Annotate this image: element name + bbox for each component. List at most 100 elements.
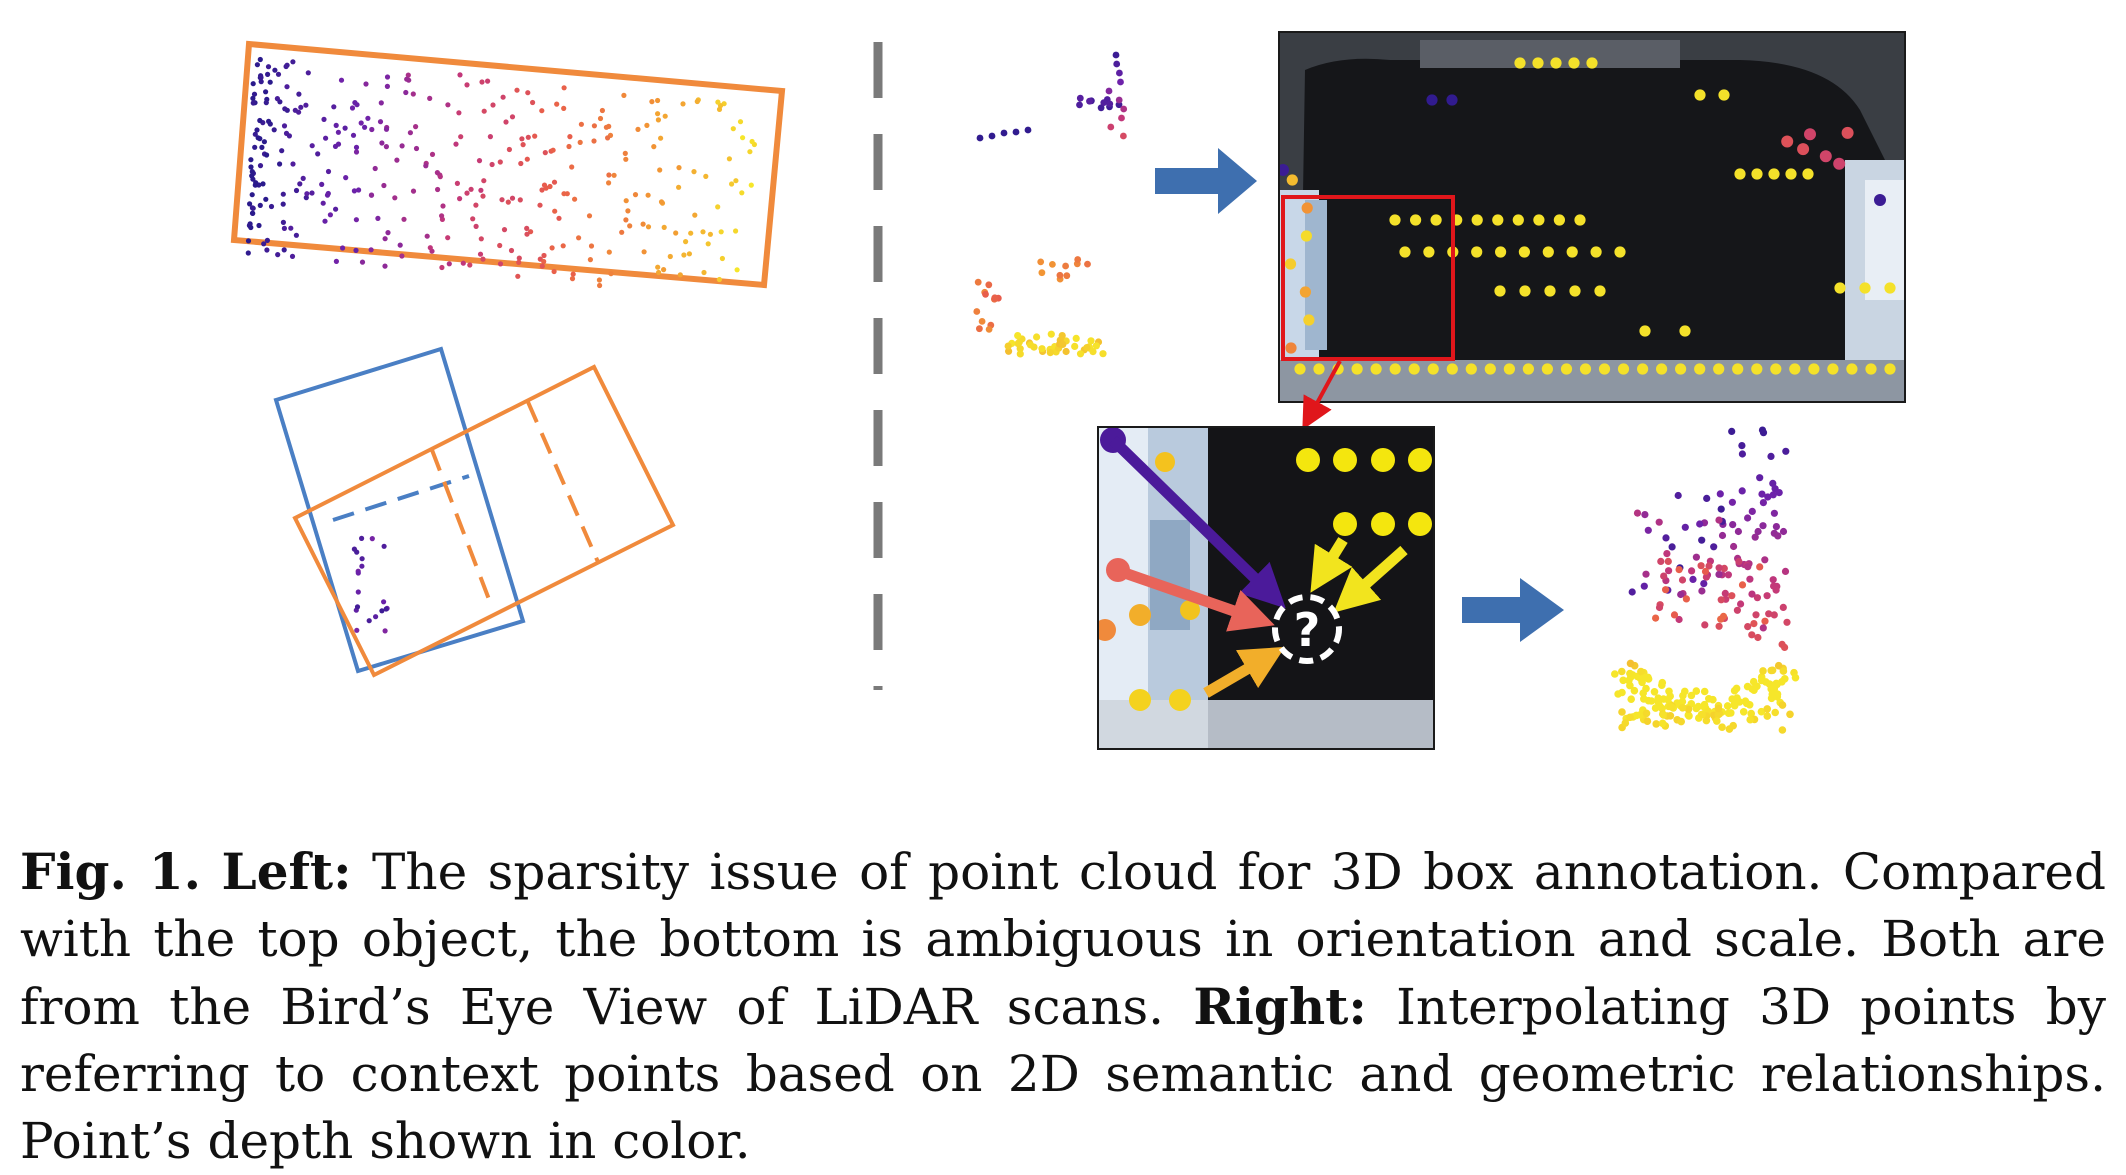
point	[359, 535, 365, 542]
point	[352, 100, 358, 106]
point	[1773, 693, 1782, 701]
point	[1120, 132, 1127, 140]
point	[681, 252, 687, 258]
point	[264, 237, 270, 243]
point	[1756, 474, 1764, 482]
point	[1086, 97, 1093, 105]
point	[1299, 286, 1311, 298]
point	[1692, 553, 1700, 561]
point	[281, 123, 288, 129]
point	[1408, 363, 1420, 375]
point	[1668, 543, 1676, 551]
point	[578, 121, 585, 127]
point	[1046, 349, 1054, 357]
point	[576, 235, 582, 241]
point	[516, 255, 522, 261]
point	[1750, 620, 1758, 628]
point	[368, 192, 375, 198]
point	[1728, 427, 1736, 435]
point	[369, 126, 375, 133]
point	[259, 144, 265, 150]
point	[541, 258, 547, 265]
point	[691, 169, 697, 175]
point	[1642, 709, 1651, 718]
point	[1741, 697, 1750, 705]
point	[525, 134, 531, 140]
point	[658, 199, 665, 205]
point	[497, 242, 503, 249]
point	[564, 191, 570, 197]
point	[440, 203, 446, 209]
point	[1129, 604, 1151, 626]
top-object-points	[245, 56, 758, 289]
point	[556, 215, 562, 221]
point	[569, 276, 576, 282]
point	[525, 90, 531, 96]
point	[1714, 704, 1723, 713]
point	[978, 318, 986, 325]
point	[296, 91, 302, 97]
point	[319, 181, 325, 187]
point	[1748, 631, 1756, 639]
point	[1859, 282, 1871, 294]
point	[1751, 533, 1759, 541]
point	[1640, 673, 1648, 682]
point	[1884, 282, 1896, 294]
point	[333, 258, 339, 264]
point	[1541, 363, 1553, 375]
point	[688, 230, 694, 236]
point	[350, 132, 357, 138]
point	[623, 156, 629, 162]
point	[1761, 617, 1769, 625]
point	[561, 85, 567, 91]
point	[662, 113, 668, 119]
point	[1754, 633, 1762, 642]
right-label: Right:	[1193, 977, 1367, 1036]
point	[271, 127, 277, 133]
point	[249, 173, 255, 179]
point	[1775, 489, 1783, 497]
point	[1047, 330, 1055, 338]
point	[524, 225, 530, 231]
point	[249, 205, 255, 211]
point	[1701, 621, 1709, 629]
point	[1737, 600, 1745, 608]
point	[1662, 586, 1670, 594]
point	[248, 157, 254, 163]
point	[1284, 258, 1297, 270]
point	[1677, 717, 1685, 726]
point	[1056, 271, 1064, 279]
point	[1117, 78, 1124, 86]
point	[623, 198, 629, 204]
point	[399, 143, 405, 149]
point	[641, 249, 647, 255]
point	[547, 183, 553, 190]
point	[487, 134, 493, 140]
point	[377, 119, 384, 125]
point	[355, 570, 361, 576]
point	[1764, 493, 1772, 501]
point	[399, 253, 405, 259]
point	[353, 149, 360, 155]
point	[410, 91, 416, 97]
point	[1702, 573, 1710, 581]
orange-box-dash-1	[430, 449, 492, 603]
point	[715, 99, 721, 105]
point	[1300, 230, 1312, 242]
point	[988, 132, 996, 140]
point	[280, 191, 286, 197]
point	[252, 144, 258, 150]
point	[1655, 603, 1664, 612]
point	[1503, 363, 1515, 375]
point	[500, 94, 506, 100]
point	[1058, 332, 1066, 340]
point	[248, 224, 254, 231]
point	[1116, 69, 1123, 77]
point	[1757, 707, 1766, 716]
point	[1074, 256, 1082, 263]
point	[290, 59, 296, 65]
point	[365, 115, 371, 121]
point	[454, 180, 460, 186]
point	[394, 157, 400, 163]
point	[1665, 567, 1673, 575]
